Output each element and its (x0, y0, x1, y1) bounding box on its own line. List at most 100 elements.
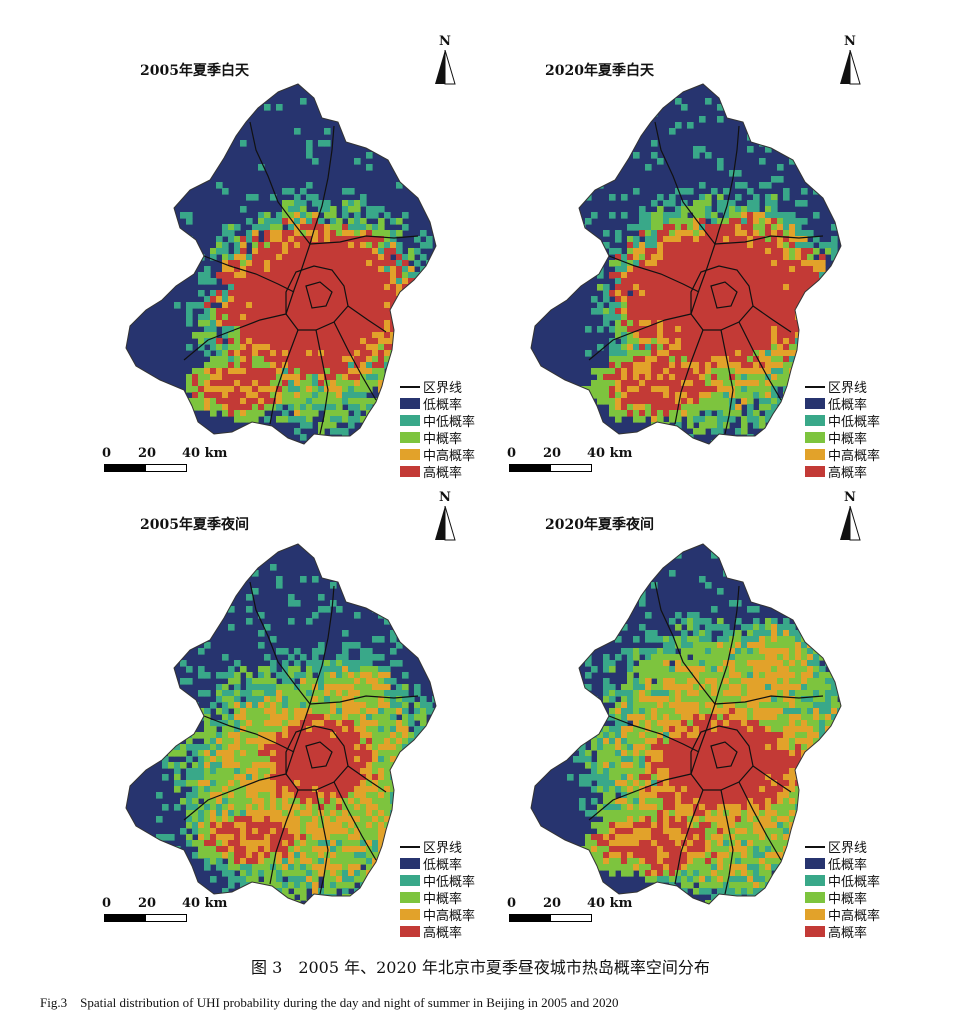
north-arrow-icon (435, 50, 456, 85)
beijing-uhi-map (530, 543, 842, 905)
legend-label: 中低概率 (828, 875, 881, 890)
legend-swatch (400, 909, 420, 920)
legend-item: 中概率 (400, 429, 475, 447)
map-panel-2005-night: 2005年夏季夜间 N 区界线 低概率 中低概率 中概率 中高概率 高概率 0 20 40 km (100, 490, 540, 941)
city-outline (125, 543, 437, 905)
legend-swatch (805, 926, 825, 937)
legend-swatch (400, 892, 420, 903)
district-boundary (309, 585, 335, 705)
legend-label: 区界线 (423, 841, 463, 856)
map-legend: 区界线 低概率 中低概率 中概率 中高概率 高概率 (400, 378, 475, 481)
north-arrow-icon (840, 506, 861, 541)
legend-item-boundary: 区界线 (400, 838, 475, 856)
district-boundary (690, 265, 754, 331)
legend-item: 低概率 (400, 395, 475, 413)
district-boundary (674, 329, 704, 425)
north-arrow: N (835, 34, 865, 88)
district-boundary (305, 741, 333, 769)
scale-bar: 0 20 40 km (102, 446, 244, 476)
district-boundary (249, 121, 311, 245)
scale-tick-label: 20 (138, 446, 157, 461)
map-panel-2020-day: 2020年夏季白天 N 区界线 低概率 中低概率 中概率 中高概率 高概率 0 20 40 km (505, 30, 945, 481)
district-boundary (305, 281, 333, 309)
legend-swatch (400, 926, 420, 937)
district-boundary (285, 243, 311, 315)
district-boundary (347, 305, 387, 333)
legend-label: 区界线 (423, 381, 463, 396)
district-boundary (588, 313, 692, 361)
scale-tick-label: 0 (507, 446, 517, 461)
legend-label: 区界线 (828, 841, 868, 856)
map-panel-2020-night: 2020年夏季夜间 N 区界线 低概率 中低概率 中概率 中高概率 高概率 0 20 40 km (505, 490, 945, 941)
district-boundary (269, 789, 299, 885)
district-boundary (714, 695, 824, 705)
legend-label: 区界线 (828, 381, 868, 396)
legend-item: 中低概率 (805, 872, 881, 890)
legend-item: 中低概率 (400, 412, 475, 430)
legend-label: 高概率 (423, 926, 463, 941)
district-boundary (309, 695, 419, 705)
scale-tick-label: 0 (507, 896, 517, 911)
district-boundary (714, 125, 740, 245)
legend-swatch (400, 858, 420, 869)
legend-swatch (805, 415, 825, 426)
legend-label: 中高概率 (828, 449, 881, 464)
scale-segment (550, 914, 592, 922)
district-boundary (710, 741, 738, 769)
scale-bar: 0 20 40 km (102, 896, 244, 926)
legend-label: 中概率 (828, 432, 868, 447)
scale-segment (509, 464, 551, 472)
scale-bar: 0 20 40 km (507, 896, 649, 926)
panel-title: 2020年夏季夜间 (545, 517, 654, 533)
probability-raster (531, 84, 841, 444)
district-boundary (752, 305, 792, 333)
legend-item: 中概率 (805, 889, 880, 907)
north-arrow-icon (840, 50, 861, 85)
beijing-uhi-map (125, 83, 437, 445)
scale-segment (509, 914, 551, 922)
district-boundary (738, 321, 782, 401)
legend-item-boundary: 区界线 (805, 378, 880, 396)
legend-item: 中高概率 (400, 906, 476, 924)
legend-item: 高概率 (805, 923, 880, 941)
scale-bar: 0 20 40 km (507, 446, 649, 476)
legend-label: 中高概率 (828, 909, 881, 924)
legend-item: 低概率 (400, 855, 475, 873)
legend-label: 低概率 (828, 398, 868, 413)
scale-tick-label: 20 (543, 446, 562, 461)
legend-item: 低概率 (805, 395, 880, 413)
district-boundary (203, 255, 295, 293)
district-boundary (183, 773, 287, 821)
map-legend: 区界线 低概率 中低概率 中概率 中高概率 高概率 (805, 378, 881, 481)
district-boundary (720, 329, 734, 435)
city-outline (530, 83, 842, 445)
district-boundary (690, 243, 716, 315)
legend-swatch (805, 875, 825, 886)
legend-label: 低概率 (423, 398, 463, 413)
legend-item: 中高概率 (805, 906, 881, 924)
north-arrow: N (430, 34, 460, 88)
legend-item: 中低概率 (805, 412, 880, 430)
scale-tick-label: 0 (102, 896, 112, 911)
north-arrow: N (430, 490, 460, 544)
district-boundary (183, 313, 287, 361)
panel-title: 2005年夏季夜间 (140, 517, 249, 533)
legend-label: 高概率 (828, 926, 868, 941)
legend-swatch (805, 432, 825, 443)
legend-label: 中高概率 (423, 909, 476, 924)
district-boundary (588, 773, 692, 821)
scale-segment (104, 464, 146, 472)
panel-title: 2005年夏季白天 (140, 63, 249, 79)
scale-tick-label: 40 km (587, 896, 633, 911)
district-boundary (249, 581, 311, 705)
district-boundary (674, 789, 704, 885)
legend-swatch (400, 466, 420, 477)
legend-item: 低概率 (805, 855, 880, 873)
legend-item: 中概率 (805, 429, 880, 447)
north-letter: N (844, 34, 856, 49)
map-panel-2005-day: 2005年夏季白天 N 区界线 低概率 中低概率 中概率 中高概率 高概率 0 20 40 km (100, 30, 540, 481)
scale-segment (145, 464, 187, 472)
legend-item: 中高概率 (805, 446, 881, 464)
panel-title: 2020年夏季白天 (545, 63, 654, 79)
boundary-line-icon (805, 845, 825, 848)
